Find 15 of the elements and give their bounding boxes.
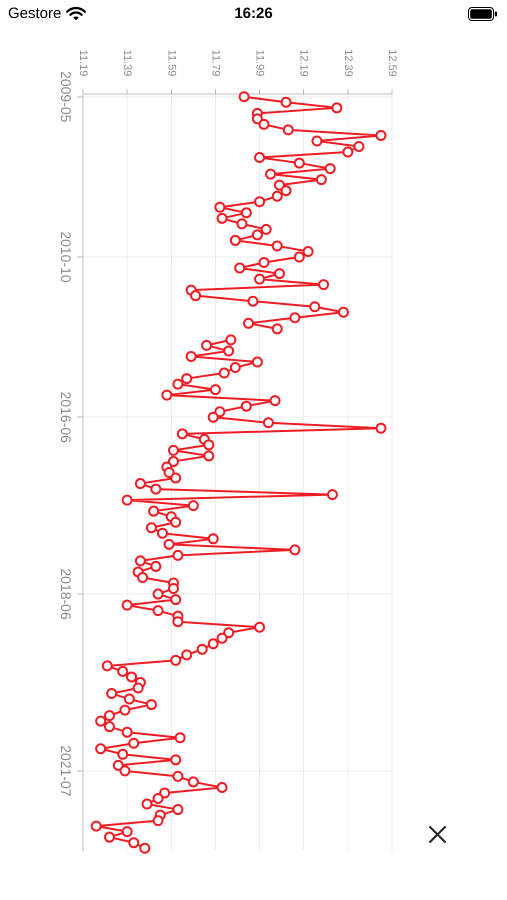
x-tick-label: 11.39 [121,50,134,76]
y-tick-label: 2016-06 [58,392,74,444]
x-tick-label: 12.19 [298,49,310,77]
text: 16:26 [234,5,273,22]
y-tick-label: 2009-05 [58,71,74,123]
x-tick-label: 12.59 [386,49,398,77]
x-tick-label: 12.39 [342,49,354,77]
x-tick-label: 11.19 [76,50,89,76]
x-tick-label: 11.59 [165,50,178,76]
text: Gestore [8,5,62,23]
x-tick-label: 11.99 [254,50,266,76]
x-tick-label: 11.79 [209,50,222,76]
y-tick-label: 2010-10 [58,231,74,283]
y-tick-label: 2018-06 [58,568,74,620]
y-tick-label: 2021-07 [58,745,74,797]
